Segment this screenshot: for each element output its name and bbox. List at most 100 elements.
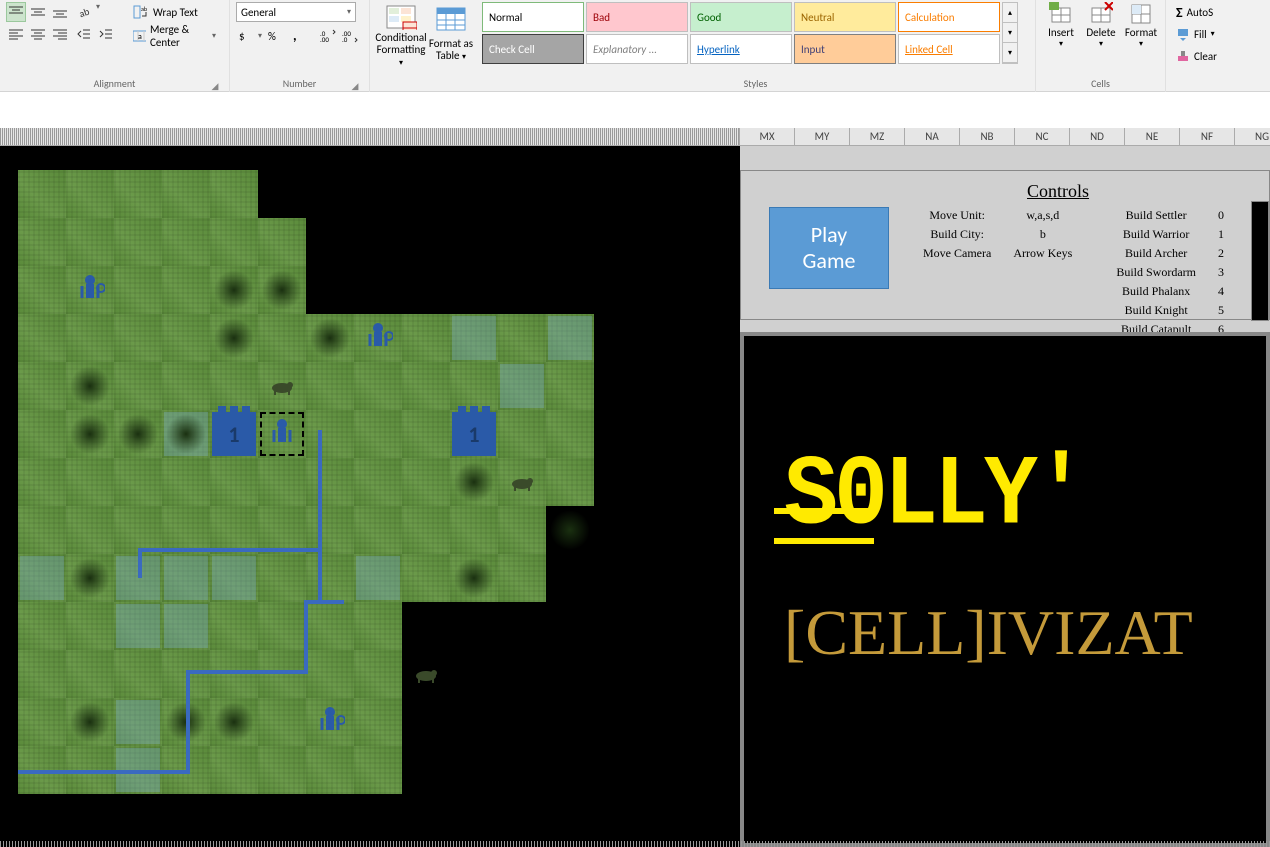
map-tile[interactable] [258, 506, 306, 554]
column-header-MY[interactable]: MY [795, 128, 850, 145]
map-tile[interactable] [162, 218, 210, 266]
map-tile[interactable] [114, 170, 162, 218]
merge-center-button[interactable]: a Merge & Center ▾ [126, 26, 223, 46]
wrap-text-button[interactable]: ab Wrap Text [126, 2, 223, 22]
map-tile[interactable] [114, 650, 162, 698]
align-bottom-button[interactable] [50, 2, 70, 22]
align-top-button[interactable] [6, 2, 26, 22]
map-tile[interactable] [306, 362, 354, 410]
comma-button[interactable]: , [286, 26, 306, 46]
map-tile[interactable] [18, 602, 66, 650]
column-header-NC[interactable]: NC [1015, 128, 1070, 145]
decrease-indent-button[interactable] [74, 24, 94, 44]
column-headers-left-compressed[interactable] [0, 128, 740, 145]
map-tile[interactable] [66, 170, 114, 218]
accounting-format-button[interactable]: $ [236, 26, 256, 46]
style-cell-bad[interactable]: Bad [586, 2, 688, 32]
map-tile[interactable] [354, 746, 402, 794]
map-tile[interactable] [210, 218, 258, 266]
map-tile[interactable] [66, 458, 114, 506]
cell-styles-gallery[interactable]: NormalBadGoodNeutralCalculation Check Cel… [482, 2, 1000, 64]
increase-decimal-button[interactable]: .0.00 [318, 26, 338, 46]
format-cells-button[interactable]: Format ▾ [1122, 2, 1160, 49]
column-header-NB[interactable]: NB [960, 128, 1015, 145]
map-tile[interactable] [354, 362, 402, 410]
style-cell-check-cell[interactable]: Check Cell [482, 34, 584, 64]
map-tile[interactable] [354, 698, 402, 746]
column-header-NG[interactable]: NG [1235, 128, 1270, 145]
map-tile[interactable] [258, 602, 306, 650]
style-cell-good[interactable]: Good [690, 2, 792, 32]
map-tile[interactable] [162, 458, 210, 506]
map-unit-settler[interactable] [75, 272, 105, 308]
map-tile[interactable] [18, 314, 66, 362]
map-tile[interactable] [498, 554, 546, 602]
alignment-launcher[interactable]: ◢ [209, 79, 221, 91]
map-tile[interactable] [546, 362, 594, 410]
map-tile[interactable] [114, 314, 162, 362]
map-tile[interactable] [306, 410, 354, 458]
map-tile[interactable] [210, 506, 258, 554]
map-tile[interactable] [18, 266, 66, 314]
map-tile[interactable] [546, 410, 594, 458]
style-cell-calculation[interactable]: Calculation [898, 2, 1000, 32]
number-launcher[interactable]: ◢ [349, 79, 361, 91]
map-tile[interactable] [66, 218, 114, 266]
map-tile[interactable] [354, 650, 402, 698]
map-tile[interactable] [162, 266, 210, 314]
map-tile[interactable] [354, 602, 402, 650]
align-middle-button[interactable] [28, 2, 48, 22]
map-tile[interactable] [210, 746, 258, 794]
map-tile[interactable] [258, 218, 306, 266]
map-tile[interactable] [114, 266, 162, 314]
column-header-NF[interactable]: NF [1180, 128, 1235, 145]
map-tile[interactable] [306, 602, 354, 650]
map-tile[interactable] [306, 746, 354, 794]
worksheet-area[interactable]: 11 Play Game Controls Move Unit: w,a,s,d… [0, 146, 1270, 847]
map-tile[interactable] [18, 650, 66, 698]
map-tile[interactable] [306, 506, 354, 554]
styles-scroll-more[interactable]: ▾ [1003, 43, 1017, 63]
align-center-button[interactable] [28, 24, 48, 44]
style-cell-neutral[interactable]: Neutral [794, 2, 896, 32]
align-left-button[interactable] [6, 24, 26, 44]
map-tile[interactable] [210, 362, 258, 410]
style-cell-hyperlink[interactable]: Hyperlink [690, 34, 792, 64]
map-tile[interactable] [402, 362, 450, 410]
map-tile[interactable] [66, 602, 114, 650]
styles-scroll-up[interactable]: ▴ [1003, 3, 1017, 23]
map-tile[interactable] [354, 458, 402, 506]
autosum-button[interactable]: Σ AutoS [1172, 2, 1221, 22]
delete-cells-button[interactable]: Delete ▾ [1082, 2, 1120, 49]
map-tile[interactable] [402, 554, 450, 602]
map-tile[interactable] [450, 362, 498, 410]
column-header-ND[interactable]: ND [1070, 128, 1125, 145]
map-unit-warrior[interactable] [315, 704, 345, 740]
map-tile[interactable] [18, 458, 66, 506]
style-cell-explanatory-[interactable]: Explanatory ... [586, 34, 688, 64]
conditional-formatting-button[interactable]: Conditional Formatting ▾ [376, 2, 426, 68]
map-tile[interactable] [258, 314, 306, 362]
map-tile[interactable] [402, 314, 450, 362]
column-header-NA[interactable]: NA [905, 128, 960, 145]
style-cell-linked-cell[interactable]: Linked Cell [898, 34, 1000, 64]
map-tile[interactable] [210, 650, 258, 698]
map-tile[interactable] [162, 170, 210, 218]
map-tile[interactable] [498, 506, 546, 554]
map-tile[interactable] [210, 602, 258, 650]
map-tile[interactable] [354, 410, 402, 458]
map-tile[interactable] [402, 458, 450, 506]
map-tile[interactable] [258, 698, 306, 746]
style-cell-input[interactable]: Input [794, 34, 896, 64]
orientation-button[interactable]: ab [74, 2, 94, 22]
map-tile[interactable] [450, 506, 498, 554]
map-tile[interactable] [18, 698, 66, 746]
map-tile[interactable] [258, 746, 306, 794]
style-cell-normal[interactable]: Normal [482, 2, 584, 32]
map-tile[interactable] [402, 410, 450, 458]
map-tile[interactable] [210, 458, 258, 506]
map-city[interactable]: 1 [212, 412, 256, 456]
map-tile[interactable] [210, 170, 258, 218]
column-header-MZ[interactable]: MZ [850, 128, 905, 145]
styles-scroll[interactable]: ▴ ▾ ▾ [1002, 2, 1018, 64]
